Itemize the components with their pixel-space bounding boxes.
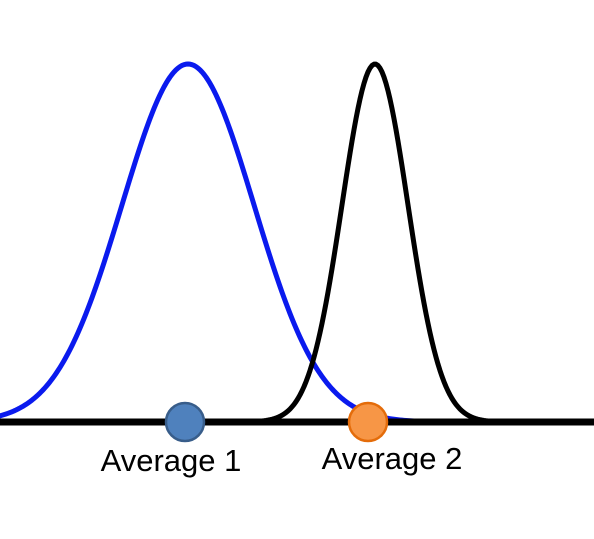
average-2-label: Average 2 [322,441,463,476]
average-1-marker [164,401,206,443]
average-2-marker [347,401,389,443]
average-1-label: Average 1 [101,443,242,478]
